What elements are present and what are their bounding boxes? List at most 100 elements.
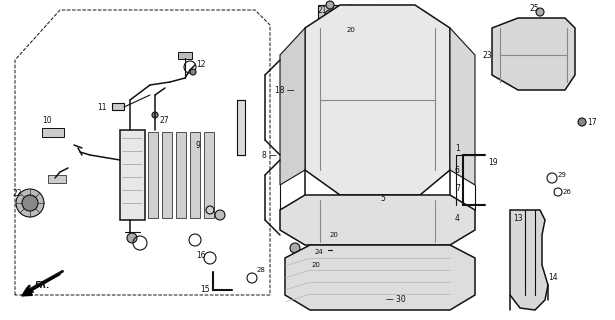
Polygon shape	[305, 5, 450, 195]
Bar	[322, 66, 336, 80]
Circle shape	[553, 34, 561, 42]
Text: 10: 10	[42, 116, 52, 124]
Bar	[120, 132, 130, 218]
Text: FR.: FR.	[35, 281, 50, 290]
Circle shape	[578, 118, 586, 126]
Bar	[162, 132, 172, 218]
Bar	[318, 5, 343, 25]
Bar	[237, 100, 245, 155]
Text: 6: 6	[455, 165, 460, 174]
Text: 11: 11	[97, 102, 106, 111]
Bar	[340, 30, 354, 44]
Text: 5: 5	[380, 194, 385, 203]
Bar	[394, 66, 408, 80]
Circle shape	[326, 1, 334, 9]
Bar	[340, 48, 354, 62]
Circle shape	[190, 69, 196, 75]
Text: 20: 20	[330, 232, 339, 238]
Text: 20: 20	[347, 27, 356, 33]
Bar	[340, 84, 354, 98]
Bar	[412, 84, 426, 98]
Bar	[340, 66, 354, 80]
Bar	[376, 30, 390, 44]
Circle shape	[506, 66, 514, 74]
Bar	[322, 48, 336, 62]
Text: 8 —: 8 —	[262, 150, 277, 159]
Bar	[412, 66, 426, 80]
Polygon shape	[285, 245, 475, 310]
Bar	[112, 103, 124, 110]
Text: 28: 28	[257, 267, 266, 273]
Text: 23: 23	[483, 51, 493, 60]
Text: 20: 20	[312, 262, 321, 268]
Bar	[355, 5, 380, 25]
Polygon shape	[510, 210, 548, 310]
Bar	[376, 48, 390, 62]
Bar	[394, 102, 408, 116]
Bar	[148, 132, 158, 218]
Text: 19: 19	[488, 157, 498, 166]
Bar	[178, 52, 192, 59]
Text: 14: 14	[548, 274, 558, 283]
Polygon shape	[280, 195, 475, 245]
Bar	[358, 48, 372, 62]
Circle shape	[290, 243, 300, 253]
Bar	[395, 5, 415, 20]
Circle shape	[394, 214, 406, 226]
Polygon shape	[280, 28, 305, 185]
Bar	[412, 102, 426, 116]
Circle shape	[536, 8, 544, 16]
Text: 4: 4	[455, 213, 460, 222]
Bar	[322, 84, 336, 98]
Text: 12: 12	[196, 60, 205, 68]
Bar	[190, 132, 200, 218]
Bar	[376, 84, 390, 98]
Circle shape	[506, 34, 514, 42]
Bar	[134, 132, 144, 218]
Circle shape	[152, 112, 158, 118]
Circle shape	[16, 189, 44, 217]
Text: 13: 13	[513, 213, 523, 222]
Bar	[376, 66, 390, 80]
Bar	[322, 102, 336, 116]
Bar	[394, 48, 408, 62]
Text: 25: 25	[530, 4, 539, 12]
Text: 26: 26	[563, 189, 572, 195]
Text: 22: 22	[12, 188, 22, 197]
Circle shape	[22, 195, 38, 211]
Bar	[322, 30, 336, 44]
Text: 21: 21	[318, 5, 328, 14]
Text: 17: 17	[587, 117, 597, 126]
Bar	[358, 102, 372, 116]
Text: 18 —: 18 —	[275, 85, 295, 94]
Circle shape	[366, 14, 374, 22]
Bar	[340, 102, 354, 116]
Text: 16: 16	[196, 252, 205, 260]
Polygon shape	[450, 28, 475, 185]
Bar	[358, 30, 372, 44]
Bar	[376, 102, 390, 116]
Bar	[394, 84, 408, 98]
Circle shape	[352, 207, 368, 223]
Text: 27: 27	[160, 116, 170, 124]
Text: 7: 7	[455, 183, 460, 193]
Bar	[120, 130, 145, 220]
Text: 1: 1	[455, 143, 460, 153]
Bar	[176, 132, 186, 218]
Polygon shape	[492, 18, 575, 90]
Circle shape	[215, 210, 225, 220]
Circle shape	[127, 233, 137, 243]
Circle shape	[553, 66, 561, 74]
Bar	[204, 132, 214, 218]
Text: 29: 29	[558, 172, 567, 178]
Bar	[358, 66, 372, 80]
Bar	[358, 84, 372, 98]
Text: 15: 15	[200, 285, 210, 294]
Bar	[394, 30, 408, 44]
Bar	[412, 48, 426, 62]
Bar	[42, 128, 64, 137]
Bar	[48, 175, 66, 183]
Text: 24: 24	[315, 249, 323, 255]
Bar	[412, 30, 426, 44]
Text: — 30: — 30	[386, 295, 406, 305]
